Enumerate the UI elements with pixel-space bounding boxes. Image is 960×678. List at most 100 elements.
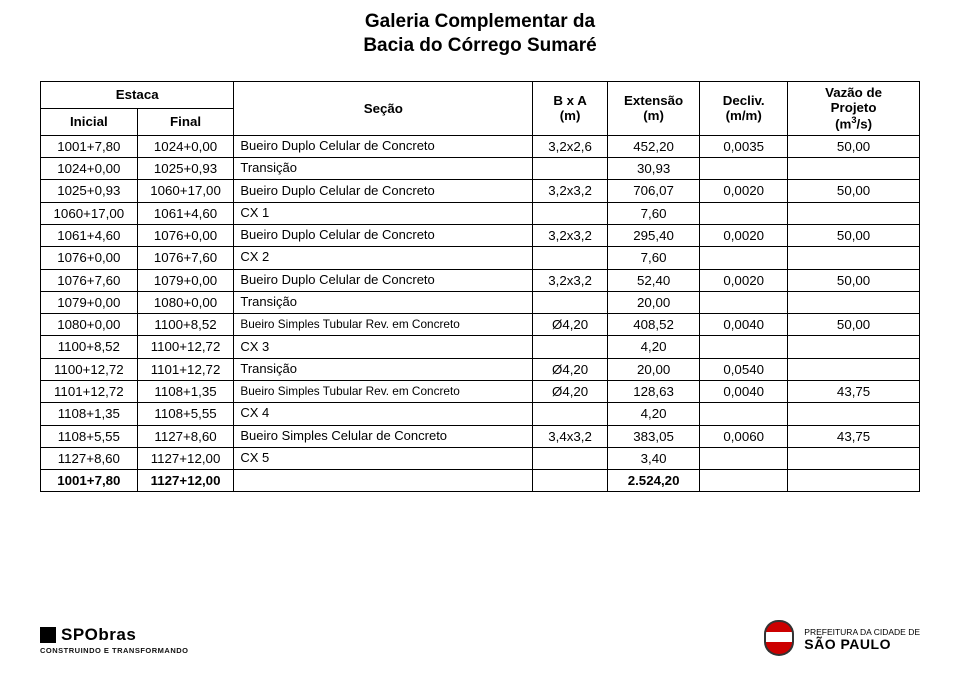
- table-row: 1001+7,801024+0,00Bueiro Duplo Celular d…: [41, 135, 920, 157]
- cell-sec: CX 3: [234, 336, 533, 358]
- cell-dec: [700, 202, 788, 224]
- cell-ini: 1080+0,00: [41, 314, 138, 336]
- cell-dec: [700, 158, 788, 180]
- table-row: 1061+4,601076+0,00Bueiro Duplo Celular d…: [41, 225, 920, 247]
- cell-ini: 1079+0,00: [41, 291, 138, 313]
- table-row: 1127+8,601127+12,00CX 53,40: [41, 447, 920, 469]
- cell-bxa: [533, 202, 608, 224]
- table-row: 1076+0,001076+7,60CX 27,60: [41, 247, 920, 269]
- cell-vaz: 50,00: [788, 135, 920, 157]
- cell-dec: 0,0020: [700, 225, 788, 247]
- table-header: Estaca Seção B x A(m) Extensão(m) Decliv…: [41, 81, 920, 135]
- cell-ext: 408,52: [607, 314, 699, 336]
- cell-vaz: 50,00: [788, 180, 920, 202]
- table-row: 1024+0,001025+0,93Transição30,93: [41, 158, 920, 180]
- cell-vaz: 50,00: [788, 314, 920, 336]
- cell-dec: [700, 336, 788, 358]
- cell-ini: 1127+8,60: [41, 447, 138, 469]
- cell-ext: 7,60: [607, 202, 699, 224]
- prefeitura-text: PREFEITURA DA CIDADE DE SÃO PAULO: [804, 628, 920, 652]
- logo-spobras: SPObras CONSTRUINDO E TRANSFORMANDO: [40, 625, 189, 655]
- cell-sec: CX 4: [234, 403, 533, 425]
- cell-sec: Bueiro Simples Tubular Rev. em Concreto: [234, 314, 533, 336]
- cell-bxa: 3,2x2,6: [533, 135, 608, 157]
- cell-vaz: 50,00: [788, 225, 920, 247]
- page: Galeria Complementar da Bacia do Córrego…: [0, 0, 960, 678]
- cell-dec: [700, 403, 788, 425]
- cell-dec: 0,0020: [700, 269, 788, 291]
- cell-ini: 1101+12,72: [41, 380, 138, 402]
- cell-vaz: [788, 291, 920, 313]
- table-row: 1060+17,001061+4,60CX 1 7,60: [41, 202, 920, 224]
- table-row: 1025+0,931060+17,00Bueiro Duplo Celular …: [41, 180, 920, 202]
- title-line-1: Galeria Complementar da: [365, 11, 595, 32]
- cell-dec: [700, 470, 788, 492]
- cell-sec: [234, 470, 533, 492]
- spobras-sublabel: CONSTRUINDO E TRANSFORMANDO: [40, 646, 189, 655]
- table-body: 1001+7,80 1024+0,00 Bueiro Duplo Celular d…: [41, 135, 920, 492]
- cell-ext: 2.524,20: [607, 470, 699, 492]
- table-row: 1100+12,721101+12,72TransiçãoØ4,2020,000…: [41, 358, 920, 380]
- cell-sec: CX 1: [234, 202, 533, 224]
- cell-bxa: [533, 158, 608, 180]
- cell-ext: 128,63: [607, 380, 699, 402]
- cell-ext: 4,20: [607, 336, 699, 358]
- cell-sec: Bueiro Simples Celular de Concreto: [234, 425, 533, 447]
- table-row: 1079+0,001080+0,00Transição20,00: [41, 291, 920, 313]
- cell-ini: 1060+17,00: [41, 202, 138, 224]
- cell-sec: CX 5: [234, 447, 533, 469]
- cell-sec: CX 2: [234, 247, 533, 269]
- cell-fin: 1127+12,00: [137, 470, 234, 492]
- cell-vaz: [788, 247, 920, 269]
- th-inicial: Inicial: [41, 108, 138, 135]
- table-row: 1076+7,601079+0,00Bueiro Duplo Celular d…: [41, 269, 920, 291]
- data-table: Estaca Seção B x A(m) Extensão(m) Decliv…: [40, 81, 920, 493]
- cell-fin: 1101+12,72: [137, 358, 234, 380]
- cell-fin: 1060+17,00: [137, 180, 234, 202]
- cell-vaz: [788, 358, 920, 380]
- cell-sec: Bueiro Simples Tubular Rev. em Concreto: [234, 380, 533, 402]
- cell-bxa: [533, 291, 608, 313]
- cell-fin: 1025+0,93: [137, 158, 234, 180]
- cell-ini: 1108+1,35: [41, 403, 138, 425]
- pref-line-2: SÃO PAULO: [804, 637, 920, 652]
- th-secao: Seção: [234, 81, 533, 135]
- cell-ext: 295,40: [607, 225, 699, 247]
- cell-fin: 1100+12,72: [137, 336, 234, 358]
- cell-ext: 706,07: [607, 180, 699, 202]
- cell-vaz: [788, 470, 920, 492]
- cell-ini: 1076+0,00: [41, 247, 138, 269]
- table-row: 1108+5,551127+8,60Bueiro Simples Celular…: [41, 425, 920, 447]
- cell-dec: 0,0040: [700, 314, 788, 336]
- cell-fin: 1127+12,00: [137, 447, 234, 469]
- cell-ini: 1100+8,52: [41, 336, 138, 358]
- cell-sec: Bueiro Duplo Celular de Concreto: [234, 225, 533, 247]
- cell-sec: Bueiro Duplo Celular de Concreto: [234, 269, 533, 291]
- page-title: Galeria Complementar da Bacia do Córrego…: [40, 10, 920, 59]
- footer: SPObras CONSTRUINDO E TRANSFORMANDO PREF…: [40, 620, 920, 660]
- cell-fin: 1061+4,60: [137, 202, 234, 224]
- cell-fin: 1127+8,60: [137, 425, 234, 447]
- cell-dec: [700, 291, 788, 313]
- cell-fin: 1079+0,00: [137, 269, 234, 291]
- cell-bxa: 3,2x3,2: [533, 225, 608, 247]
- table-row: 1101+12,721108+1,35Bueiro Simples Tubula…: [41, 380, 920, 402]
- cell-bxa: [533, 336, 608, 358]
- cell-ini: 1025+0,93: [41, 180, 138, 202]
- cell-fin: 1024+0,00: [137, 135, 234, 157]
- cell-ini: 1001+7,80: [41, 470, 138, 492]
- table-row: 1108+1,351108+5,55CX 44,20: [41, 403, 920, 425]
- cell-dec: 0,0035: [700, 135, 788, 157]
- cell-ini: 1100+12,72: [41, 358, 138, 380]
- cell-dec: 0,0040: [700, 380, 788, 402]
- cell-ext: 20,00: [607, 291, 699, 313]
- spobras-icon: [40, 627, 56, 643]
- th-estaca: Estaca: [41, 81, 234, 108]
- cell-vaz: [788, 158, 920, 180]
- cell-bxa: [533, 247, 608, 269]
- cell-fin: 1076+7,60: [137, 247, 234, 269]
- cell-fin: 1108+1,35: [137, 380, 234, 402]
- cell-ini: 1024+0,00: [41, 158, 138, 180]
- cell-vaz: [788, 403, 920, 425]
- cell-sec: Bueiro Duplo Celular de Concreto: [234, 180, 533, 202]
